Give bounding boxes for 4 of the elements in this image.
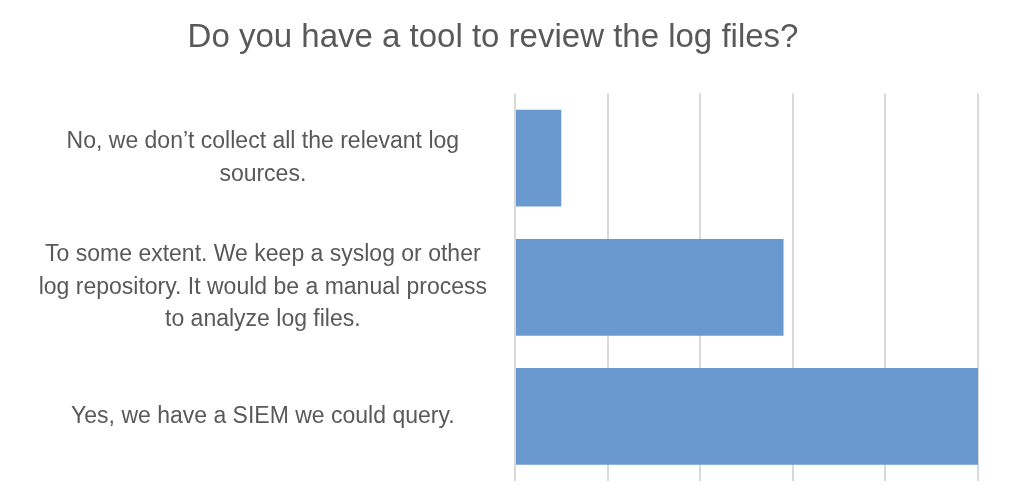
chart-title: Do you have a tool to review the log files? <box>187 16 799 54</box>
y-tick-label: Yes, we have a SIEM we could query. <box>71 401 455 428</box>
y-tick-label: No, we don’t collect all the relevant log sources. <box>66 127 460 186</box>
y-tick-label: To some extent. We keep a syslog or other log repository. It would be a manual process to analyze log files. <box>38 240 487 331</box>
